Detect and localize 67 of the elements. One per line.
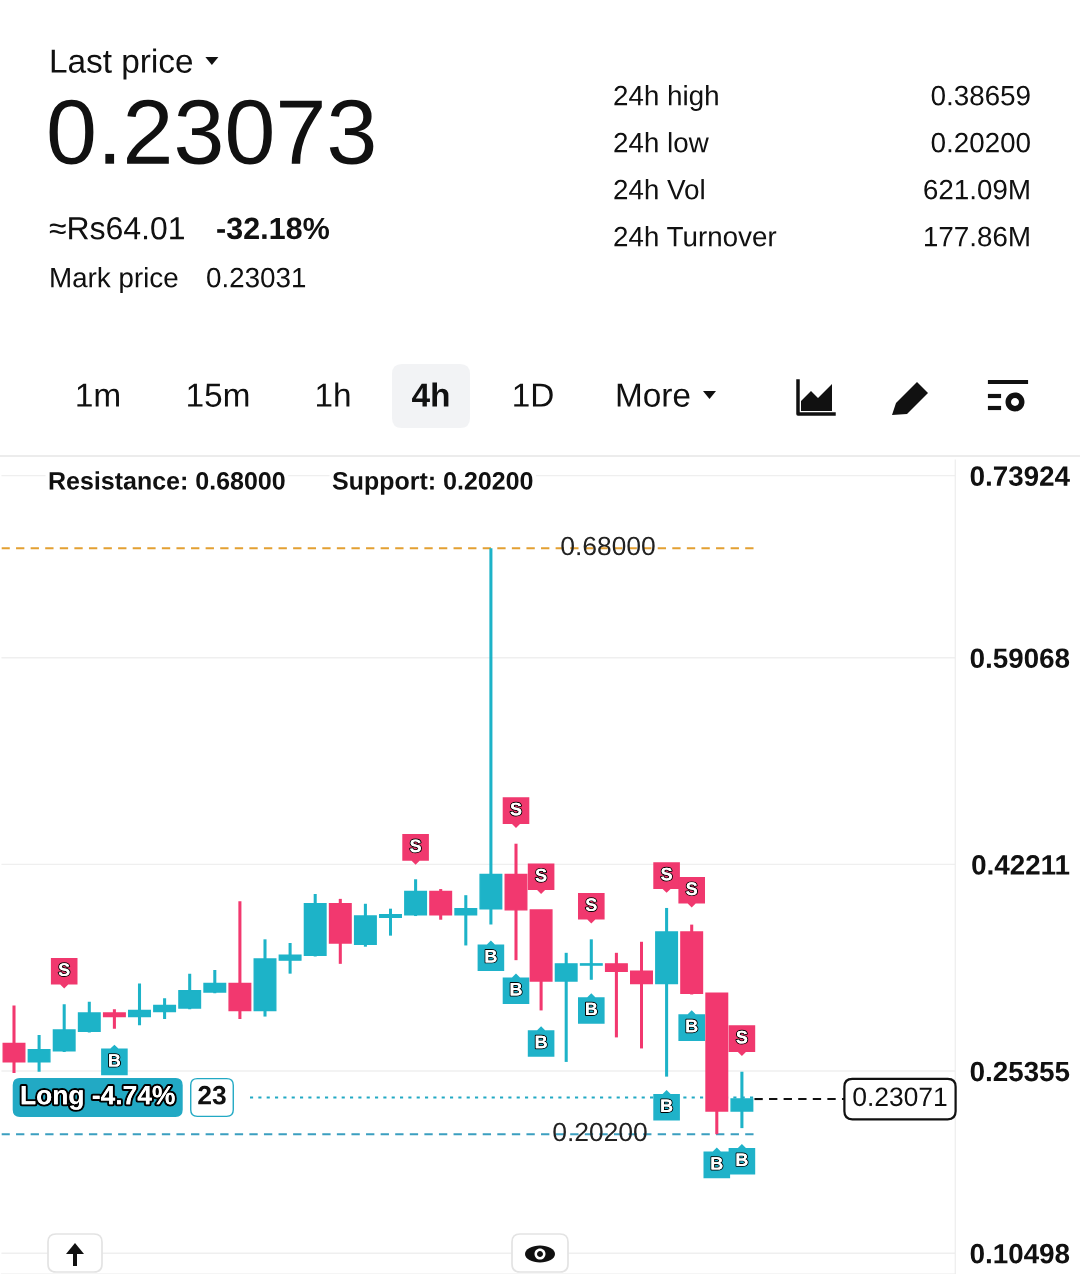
data-label: S [510, 802, 522, 816]
data-label: B [686, 1019, 698, 1033]
text: Last price [51, 48, 193, 80]
candlestick [52, 1004, 76, 1053]
candlestick [454, 895, 478, 946]
candlestick [27, 1034, 51, 1072]
y-tick-label: 0.42211 [972, 855, 1070, 875]
candlestick [379, 908, 402, 936]
data-label: S [686, 882, 698, 896]
data-label: S [410, 839, 421, 853]
data-label: B [736, 1153, 748, 1166]
ref-line-label: 0.68000 [561, 536, 655, 556]
text: 24h low [614, 132, 709, 153]
text: Mark price [51, 267, 178, 293]
candlestick [102, 1009, 126, 1029]
ref-line-label: Long -4.74% [21, 1085, 175, 1110]
text: 1m [77, 383, 119, 407]
text: 1h [317, 382, 350, 407]
annotation: Resistance: 0.68000 [49, 471, 285, 490]
candlestick [178, 973, 202, 1011]
text: 0.20200 [931, 132, 1030, 153]
annotation: Support: 0.20200 [332, 472, 533, 495]
data-label: S [535, 868, 547, 882]
text: 0.23073 [49, 99, 374, 165]
text: ≈Rs64.01 [49, 216, 184, 240]
candlestick [554, 951, 578, 1062]
candlestick [579, 939, 603, 980]
text: 24h Turnover [614, 226, 777, 247]
text: 4h [412, 382, 449, 407]
data-label: S [736, 1030, 748, 1044]
y-tick-label: 0.59068 [970, 648, 1070, 669]
y-tick-label: 0.10498 [970, 1243, 1070, 1264]
data-label: S [661, 867, 672, 881]
candlestick [429, 889, 453, 920]
text: 1D [514, 383, 553, 407]
data-label: B [711, 1157, 723, 1170]
data-label: B [485, 949, 497, 963]
candlestick [404, 879, 428, 918]
y-tick-label: 0.25355 [970, 1061, 1070, 1082]
candlestick [604, 951, 628, 1038]
data-label: S [58, 963, 70, 977]
text: 0.38659 [931, 85, 1030, 106]
text: 621.09M [924, 179, 1029, 200]
data-label: B [585, 1002, 597, 1016]
candlestick [153, 998, 177, 1020]
annotation: 23 [198, 1085, 226, 1105]
text: 24h high [614, 85, 718, 111]
data-label: S [585, 898, 597, 912]
ref-line-label: 0.20200 [553, 1122, 647, 1142]
text: -32.18% [217, 217, 329, 240]
candlestick [77, 1000, 101, 1033]
data-label: B [510, 983, 522, 996]
text: 0.23031 [207, 267, 306, 288]
candlestick [630, 940, 653, 1049]
text: 177.86M [925, 226, 1029, 247]
ref-line-label: 0.23071 [853, 1087, 947, 1107]
y-tick-label: 0.73924 [970, 466, 1070, 487]
text: 15m [188, 383, 249, 407]
data-label: B [109, 1054, 121, 1067]
candlestick [2, 1005, 26, 1073]
data-label: B [661, 1099, 673, 1112]
text: 24h Vol [614, 179, 704, 200]
candlestick [128, 983, 151, 1027]
text: More [617, 383, 690, 407]
candlestick [278, 943, 302, 974]
candlestick [479, 548, 503, 925]
data-label: B [535, 1035, 547, 1049]
